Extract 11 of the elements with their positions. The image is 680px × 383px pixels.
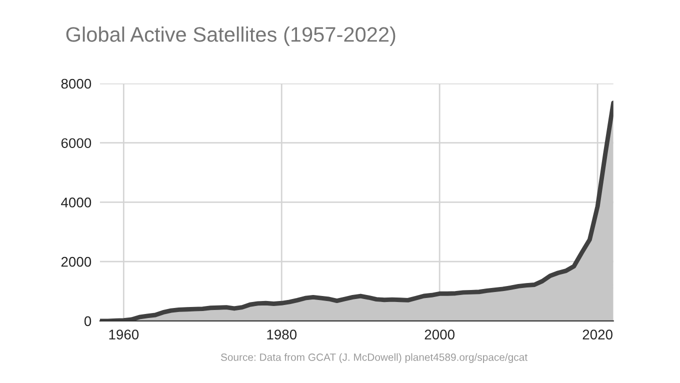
y-tick-label: 2000 [61,256,92,267]
y-tick-label: 8000 [61,78,92,89]
x-tick-label: 1960 [109,330,139,340]
x-tick-label: 2020 [582,330,612,340]
x-tick-label: 2000 [424,330,454,340]
chart-title: Global Active Satellites (1957-2022) [66,26,396,46]
x-tick-label: 1980 [267,330,297,340]
source-note: Source: Data from GCAT (J. McDowell) planet4589.org/space/gcat [220,353,528,363]
y-tick-label: 0 [84,316,92,326]
y-tick-label: 6000 [61,138,92,148]
y-tick-label: 4000 [61,198,92,208]
